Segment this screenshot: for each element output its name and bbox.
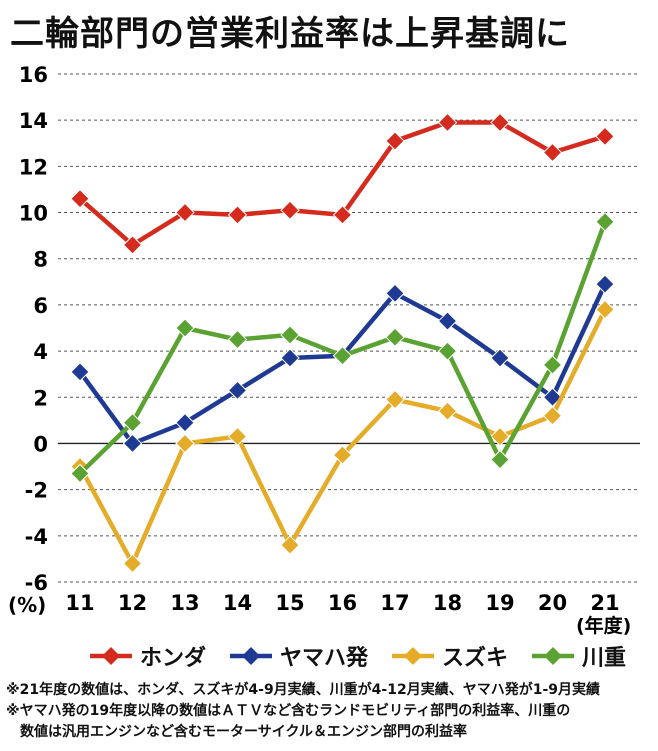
legend-label-2: スズキ <box>442 646 509 671</box>
point-1-7 <box>437 311 458 331</box>
point-1-3 <box>227 380 248 401</box>
y-tick-11: 16 <box>19 63 48 87</box>
series-line-0 <box>78 120 606 248</box>
series-group <box>70 112 615 574</box>
point-3-3 <box>227 329 248 350</box>
y-tick-8: 10 <box>19 202 48 226</box>
point-0-4 <box>280 200 300 220</box>
point-1-2 <box>175 412 195 433</box>
series-0 <box>70 112 615 255</box>
legend-swatch-2 <box>392 647 435 665</box>
y-tick-1: -4 <box>25 525 48 549</box>
point-2-1 <box>122 553 143 574</box>
y-tick-3: 0 <box>33 432 48 456</box>
x-tick-8: 19 <box>485 591 514 615</box>
point-0-9 <box>542 142 563 163</box>
point-1-8 <box>490 348 510 368</box>
point-1-6 <box>385 283 405 304</box>
x-tick-0: 11 <box>65 591 94 615</box>
legend-swatch-1 <box>230 647 273 665</box>
footnote-3: 数値は汎用エンジンなど含むモーターサイクル＆エンジン部門の利益率 <box>20 724 468 740</box>
legend-item-3: 川重 <box>530 640 626 672</box>
point-3-5 <box>332 346 353 366</box>
legend-label-1: ヤマハ発 <box>280 646 369 671</box>
x-tick-2: 13 <box>170 591 199 615</box>
point-2-10 <box>595 299 615 320</box>
y-tick-10: 14 <box>19 109 48 133</box>
point-3-6 <box>385 327 405 347</box>
y-tick-6: 6 <box>33 294 48 318</box>
point-1-10 <box>595 274 615 294</box>
legend-label-3: 川重 <box>582 646 627 671</box>
line-chart: -6 -4 -2 0 2 4 6 8 10 12 14 16 11 12 13 14 15 16 17 18 19 20… <box>8 63 640 637</box>
point-2-2 <box>175 433 195 454</box>
point-2-7 <box>437 401 458 421</box>
point-2-8 <box>490 426 510 447</box>
chart-title: 二輪部門の営業利益率は上昇基調に <box>10 14 570 54</box>
point-2-6 <box>385 389 405 410</box>
point-0-0 <box>70 188 90 209</box>
x-tick-7: 18 <box>433 591 462 615</box>
point-0-10 <box>595 126 615 147</box>
point-0-1 <box>122 235 143 255</box>
x-tick-labels: 11 12 13 14 15 16 17 18 19 20 21 <box>65 591 619 615</box>
legend-swatch-0 <box>90 647 132 665</box>
point-1-4 <box>280 348 300 368</box>
footnote-2: ※ヤマハ発の19年度以降の数値はＡＴＶなど含むランドモビリティ部門の利益率、川重… <box>6 703 571 719</box>
point-3-4 <box>280 325 300 345</box>
y-tick-4: 2 <box>33 386 48 410</box>
grid-lines <box>58 73 640 583</box>
point-1-1 <box>122 433 143 454</box>
footnotes: ※21年度の数値は、ホンダ、スズキが4-9月実績、川重が4-12月実績、ヤマハ発… <box>6 680 652 743</box>
legend-item-0: ホンダ <box>88 640 206 672</box>
legend-label-0: ホンダ <box>140 646 207 671</box>
x-tick-5: 16 <box>328 591 357 615</box>
point-3-8 <box>490 449 510 470</box>
y-axis-unit: (%) <box>8 593 46 617</box>
point-0-8 <box>490 112 510 133</box>
y-tick-labels: -6 -4 -2 0 2 4 6 8 10 12 14 16 <box>19 63 48 595</box>
point-2-3 <box>227 426 248 447</box>
legend-item-1: ヤマハ発 <box>228 640 368 672</box>
point-1-0 <box>70 362 90 382</box>
x-tick-10: 21 <box>590 591 619 615</box>
legend: ホンダ ヤマハ発 スズキ 川重 <box>88 636 648 676</box>
point-3-0 <box>70 463 90 484</box>
x-tick-6: 17 <box>380 591 409 615</box>
point-0-2 <box>175 202 195 223</box>
point-0-3 <box>227 205 248 225</box>
point-0-7 <box>437 112 458 133</box>
point-0-6 <box>385 131 405 151</box>
point-2-5 <box>332 445 353 465</box>
point-2-9 <box>542 406 563 426</box>
x-tick-4: 15 <box>275 591 304 615</box>
point-3-1 <box>122 412 143 433</box>
y-tick-5: 4 <box>33 340 48 364</box>
point-3-7 <box>437 341 458 361</box>
point-0-5 <box>332 205 353 225</box>
series-3 <box>70 212 615 484</box>
point-3-2 <box>175 318 195 338</box>
y-tick-7: 8 <box>33 248 48 272</box>
y-tick-2: -2 <box>25 479 48 503</box>
x-tick-9: 20 <box>538 591 567 615</box>
point-3-10 <box>595 212 615 232</box>
x-axis-unit: (年度) <box>576 614 631 637</box>
x-tick-1: 12 <box>118 591 147 615</box>
y-tick-0: -6 <box>25 571 48 595</box>
legend-swatch-3 <box>532 647 575 665</box>
x-tick-3: 14 <box>223 591 252 615</box>
legend-item-2: スズキ <box>390 640 508 672</box>
y-tick-9: 12 <box>19 155 48 179</box>
point-2-4 <box>280 535 300 555</box>
footnote-1: ※21年度の数値は、ホンダ、スズキが4-9月実績、川重が4-12月実績、ヤマハ発… <box>6 682 601 698</box>
point-3-9 <box>542 355 563 375</box>
